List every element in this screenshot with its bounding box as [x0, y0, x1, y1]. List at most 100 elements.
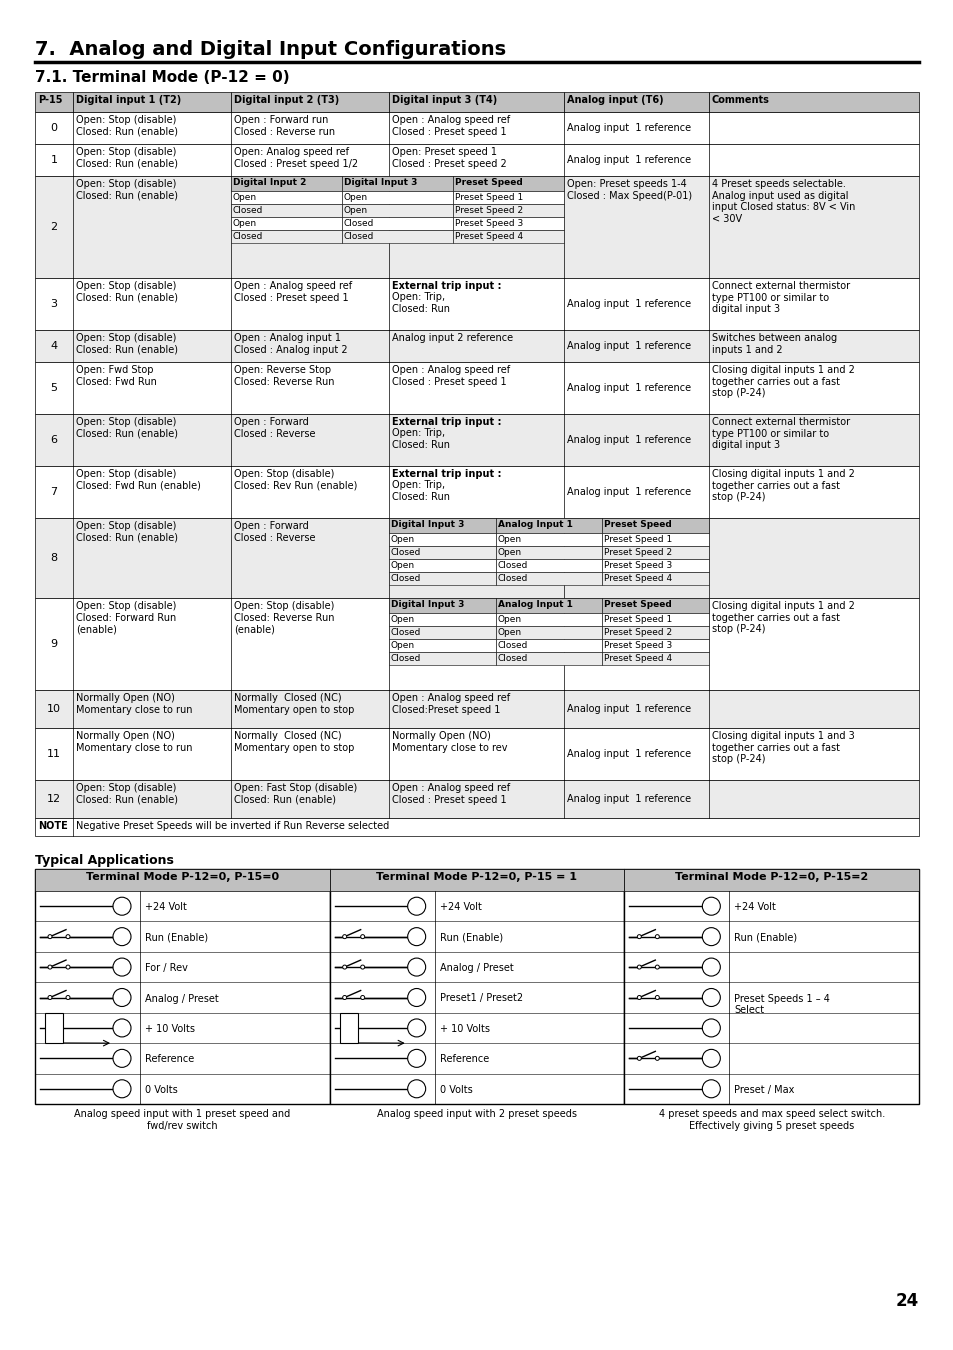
Text: For / Rev: For / Rev — [145, 963, 188, 973]
Circle shape — [701, 1019, 720, 1037]
Text: 4: 4 — [51, 342, 57, 351]
Text: Open: Open — [233, 193, 257, 202]
Circle shape — [655, 965, 659, 969]
Circle shape — [701, 958, 720, 976]
Text: Analog Input 1: Analog Input 1 — [497, 599, 572, 609]
Bar — [601, 626, 708, 639]
Text: 2: 2 — [51, 221, 57, 232]
Text: 11: 11 — [47, 749, 61, 759]
Text: Connect external thermistor
type PT100 or similar to
digital input 3: Connect external thermistor type PT100 o… — [711, 281, 849, 315]
Circle shape — [637, 1056, 640, 1060]
Text: Open: Trip,
Closed: Run: Open: Trip, Closed: Run — [392, 428, 450, 450]
Circle shape — [48, 995, 52, 999]
Text: Analog input 2 reference: Analog input 2 reference — [392, 333, 513, 343]
Text: Analog input  1 reference: Analog input 1 reference — [566, 155, 690, 165]
Text: Open: Open — [391, 616, 415, 624]
Text: Open: Trip,
Closed: Run: Open: Trip, Closed: Run — [392, 481, 450, 502]
Text: Preset Speed 3: Preset Speed 3 — [603, 641, 672, 649]
Bar — [341, 230, 453, 243]
Text: Preset Speed 4: Preset Speed 4 — [603, 574, 672, 583]
Text: 5: 5 — [119, 1023, 125, 1033]
Text: 6: 6 — [414, 1053, 419, 1064]
Bar — [389, 598, 496, 613]
Text: Preset Speed 3: Preset Speed 3 — [455, 219, 522, 228]
Text: Open: Stop (disable)
Closed: Run (enable): Open: Stop (disable) Closed: Run (enable… — [76, 281, 178, 302]
Bar — [231, 176, 341, 190]
Text: Open: Open — [344, 193, 368, 202]
Text: 0 Volts: 0 Volts — [145, 1085, 177, 1095]
Text: 7: 7 — [51, 487, 57, 497]
Circle shape — [655, 1056, 659, 1060]
Bar — [35, 176, 918, 278]
Text: Terminal Mode P-12=0, P-15=2: Terminal Mode P-12=0, P-15=2 — [675, 872, 867, 882]
Circle shape — [342, 965, 346, 969]
Circle shape — [342, 995, 346, 999]
Text: Preset Speed 2: Preset Speed 2 — [603, 548, 672, 558]
Text: Preset1 / Preset2: Preset1 / Preset2 — [439, 994, 522, 1003]
Bar — [73, 92, 231, 112]
Text: Normally  Closed (NC)
Momentary open to stop: Normally Closed (NC) Momentary open to s… — [233, 730, 354, 752]
Text: Preset / Max: Preset / Max — [734, 1085, 794, 1095]
Text: Closed: Closed — [344, 232, 374, 242]
Text: Closing digital inputs 1 and 2
together carries out a fast
stop (P-24): Closing digital inputs 1 and 2 together … — [711, 601, 854, 634]
Bar — [601, 652, 708, 666]
Circle shape — [112, 958, 131, 976]
Bar — [339, 1012, 357, 1044]
Text: Open: Fast Stop (disable)
Closed: Run (enable): Open: Fast Stop (disable) Closed: Run (e… — [233, 783, 356, 805]
Text: Analog / Preset: Analog / Preset — [439, 963, 513, 973]
Text: Normally  Closed (NC)
Momentary open to stop: Normally Closed (NC) Momentary open to s… — [233, 693, 354, 714]
Text: Open: Trip,
Closed: Run: Open: Trip, Closed: Run — [392, 292, 450, 313]
Text: Digital input 1 (T2): Digital input 1 (T2) — [76, 95, 181, 105]
Text: Digital Input 2: Digital Input 2 — [233, 178, 306, 188]
Text: Closed: Closed — [497, 641, 528, 649]
Text: + 10 Volts: + 10 Volts — [439, 1023, 489, 1034]
Text: 4: 4 — [707, 992, 714, 1003]
Bar — [231, 190, 341, 204]
Text: Analog input (T6): Analog input (T6) — [566, 95, 663, 105]
Text: 7.1. Terminal Mode (P-12 = 0): 7.1. Terminal Mode (P-12 = 0) — [35, 70, 290, 85]
Bar — [231, 217, 341, 230]
Text: Reference: Reference — [145, 1054, 194, 1064]
Text: 7: 7 — [119, 1084, 125, 1094]
Bar — [35, 869, 330, 1104]
Circle shape — [112, 988, 131, 1007]
Text: Preset Speed: Preset Speed — [455, 178, 522, 188]
Text: 9: 9 — [51, 639, 57, 649]
Text: Open: Open — [344, 207, 368, 215]
Text: Open: Open — [391, 535, 415, 544]
Text: Closed: Closed — [497, 562, 528, 570]
Circle shape — [701, 927, 720, 945]
Text: Digital Input 3: Digital Input 3 — [344, 178, 416, 188]
Text: Open: Stop (disable)
Closed: Run (enable): Open: Stop (disable) Closed: Run (enable… — [76, 521, 178, 543]
Bar — [623, 869, 918, 891]
Bar — [35, 728, 918, 780]
Text: Open: Stop (disable)
Closed: Rev Run (enable): Open: Stop (disable) Closed: Rev Run (en… — [233, 468, 357, 490]
Text: 5: 5 — [51, 383, 57, 393]
Bar — [389, 92, 563, 112]
Bar — [601, 598, 708, 613]
Text: Analog input  1 reference: Analog input 1 reference — [566, 703, 690, 714]
Text: +24 Volt: +24 Volt — [439, 902, 481, 913]
Text: Open : Analog input 1
Closed : Analog input 2: Open : Analog input 1 Closed : Analog in… — [233, 333, 347, 355]
Circle shape — [360, 965, 364, 969]
Text: Digital input 3 (T4): Digital input 3 (T4) — [392, 95, 497, 105]
Text: 3: 3 — [51, 298, 57, 309]
Text: Preset Speed 2: Preset Speed 2 — [455, 207, 522, 215]
Text: Open: Open — [497, 628, 521, 637]
Text: Normally Open (NO)
Momentary close to run: Normally Open (NO) Momentary close to ru… — [76, 693, 193, 714]
Text: Open: Open — [391, 641, 415, 649]
Bar — [389, 559, 496, 572]
Text: Analog input  1 reference: Analog input 1 reference — [566, 298, 690, 309]
Bar — [601, 639, 708, 652]
Text: Open: Open — [391, 562, 415, 570]
Text: 7: 7 — [707, 1084, 714, 1094]
Bar — [231, 230, 341, 243]
Text: Open: Open — [497, 616, 521, 624]
Bar — [453, 217, 563, 230]
Text: Closing digital inputs 1 and 2
together carries out a fast
stop (P-24): Closing digital inputs 1 and 2 together … — [711, 364, 854, 398]
Text: +24 Volt: +24 Volt — [734, 902, 776, 913]
Text: 5: 5 — [707, 1023, 714, 1033]
Text: Open: Open — [233, 219, 257, 228]
Text: Digital Input 3: Digital Input 3 — [391, 599, 464, 609]
Text: + 10 Volts: + 10 Volts — [145, 1023, 194, 1034]
